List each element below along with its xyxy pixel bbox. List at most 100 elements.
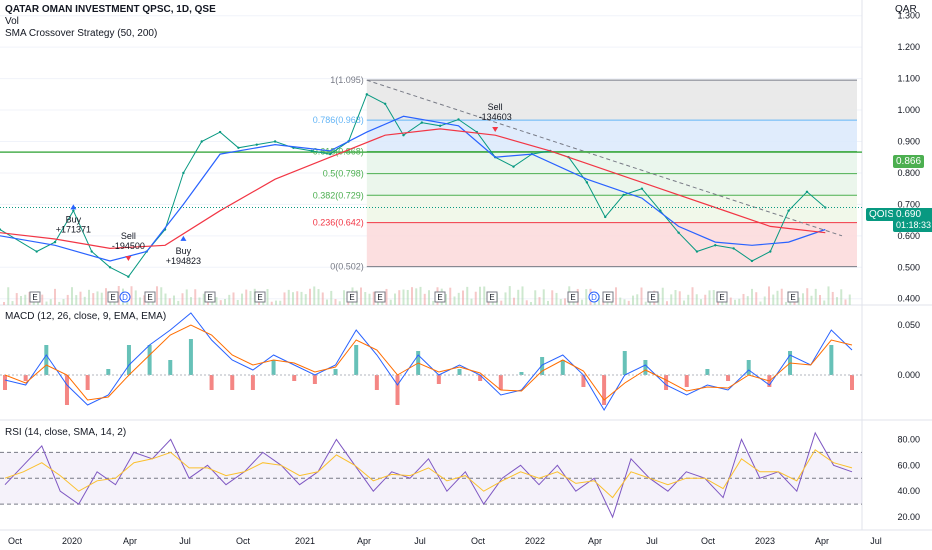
earnings-marker [346,291,358,303]
macd-histogram-bar [498,375,503,390]
macd-histogram-bar [726,375,731,381]
macd-axis-tick: 0.000 [897,370,920,380]
price-axis-tick: 0.900 [897,136,920,146]
fib-trend-line [366,79,843,237]
macd-histogram-bar [44,345,49,375]
macd-histogram-bar [168,360,173,375]
volume-bar [483,286,486,305]
trade-label: Buy [176,246,192,256]
volume-bar [814,288,817,305]
volume-bar [623,299,626,305]
price-point [35,250,38,253]
volume-bar [24,294,27,305]
volume-bar [75,295,78,305]
macd-histogram-bar [746,360,751,375]
volume-bar [806,288,809,305]
earnings-marker [787,291,799,303]
volume-bar [466,286,469,305]
volume-bar [687,294,690,305]
volume-bar [79,291,82,305]
price-axis-tick: 0.500 [897,262,920,272]
macd-histogram-bar [540,357,545,375]
rsi-pane [0,431,862,519]
dividend-label: D [591,293,597,302]
volume-bar [780,288,783,305]
volume-bar [139,297,141,305]
price-point [200,140,203,143]
trade-arrow [180,235,187,241]
volume-bar [776,290,779,305]
fib-zone [366,80,857,121]
macd-histogram-bar [622,351,627,375]
volume-bar [406,289,409,305]
volume-bar [105,288,107,305]
earnings-label: E [110,293,115,302]
volume-bar [168,298,171,305]
earnings-label: E [147,293,152,302]
volume-bar [831,291,834,305]
volume-bar [670,294,673,305]
macd-histogram-bar [829,345,834,375]
price-point [769,250,772,253]
volume-bar [768,286,770,305]
volume-bar [802,293,804,305]
time-axis-label: Oct [236,536,251,546]
dividend-marker [119,291,131,303]
rsi-axis-tick: 60.00 [897,460,920,470]
currency-label: QAR [895,4,917,15]
volume-bar [134,290,137,305]
volume-bar [275,300,277,305]
rsi-axis-tick: 20.00 [897,512,920,522]
volume-bar [181,293,184,305]
last-price-badge: 0.690 01:18:33 [893,208,932,232]
fibonacci-retracement[interactable]: 1(1.095)0.786(0.968)0.618(0.868)0.5(0.79… [0,75,862,272]
macd-histogram-bar [292,375,297,381]
volume-bar [627,300,630,305]
macd-histogram-bar [106,369,111,375]
volume-bar [292,292,294,305]
volume-bar [751,288,753,305]
chart-legend: QATAR OMAN INVESTMENT QPSC, 1D, QSE Vol … [5,4,216,40]
volume-bar [517,289,520,305]
volume-bar [666,301,668,305]
volume-bar [636,294,639,305]
earnings-label: E [207,293,212,302]
price-point [365,93,369,96]
volume-bar [330,290,333,305]
hline-price-badge: 0.866 [893,155,925,168]
trade-arrow [492,127,499,133]
earnings-marker [434,291,446,303]
earnings-label: E [790,293,795,302]
volume-bar [547,300,549,305]
volume-bar [211,300,214,305]
earnings-marker [647,291,659,303]
price-axis-tick: 0.800 [897,168,920,178]
volume-bar [695,294,698,305]
volume-bar [772,294,775,305]
volume-bar [615,287,617,305]
macd-histogram-bar [3,375,7,390]
earnings-marker [374,291,386,303]
earnings-marker [144,291,156,303]
volume-bar [224,298,226,305]
earnings-label: E [257,293,262,302]
volume-bar [759,301,762,305]
volume-bar [45,301,48,305]
macd-histogram-bar [271,360,276,375]
volume-bar [700,299,702,305]
macd-histogram-bar [602,375,607,405]
volume-bar [71,287,73,305]
time-axis-label: Jul [646,536,658,546]
time-axis-label: 2020 [62,536,82,546]
volume-bar [415,288,418,305]
time-axis-label: 2022 [525,536,545,546]
macd-pane [0,312,862,411]
volume-bar [428,290,430,305]
volume-bar [619,297,622,305]
time-axis-label: 2021 [295,536,315,546]
volume-bar [190,297,192,305]
earnings-marker [204,291,216,303]
